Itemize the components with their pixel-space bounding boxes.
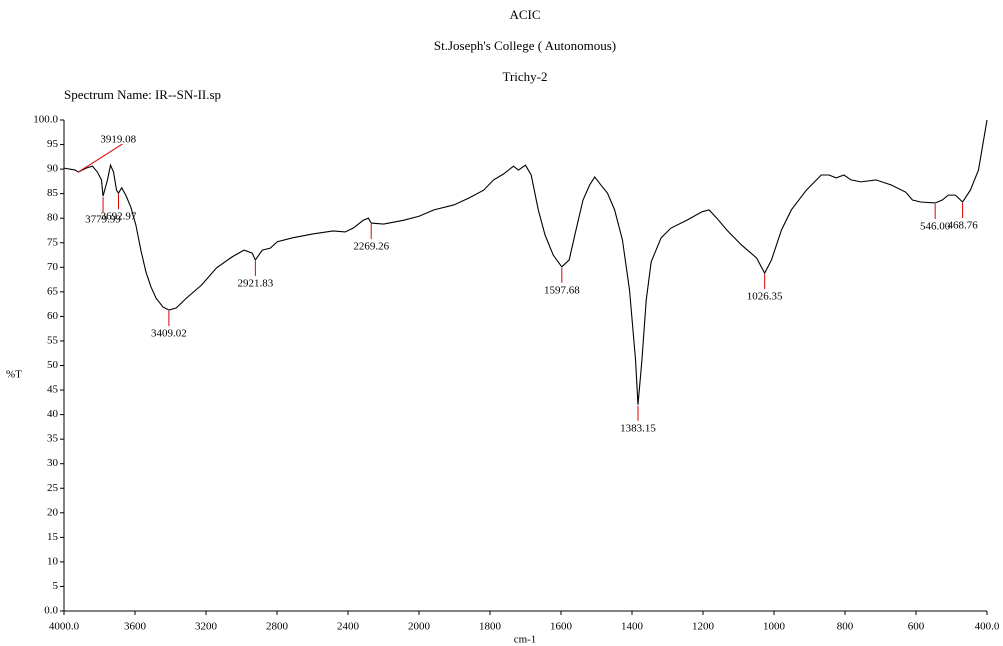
x-tick-label: 600 [908,621,925,633]
y-tick-label: 85 [47,187,59,199]
x-tick-label: 1400 [621,621,644,633]
y-tick-label: 90 [47,163,59,175]
x-tick-label: 3200 [195,621,218,633]
y-tick-label: 10 [47,555,59,567]
peak-label: 2269.26 [353,241,389,253]
x-tick-label: 4000.0 [49,621,80,633]
chart-subtitle: St.Joseph's College ( Autonomous) [434,38,616,53]
x-tick-label: 2000 [408,621,431,633]
y-tick-label: 20 [47,506,59,518]
peak-label: 3692.97 [101,211,137,223]
y-tick-label: 55 [47,334,59,346]
y-tick-label: 50 [47,359,59,371]
y-tick-label: 95 [47,138,59,150]
chart-title: ACIC [509,7,540,22]
y-tick-label: 40 [47,408,59,420]
x-tick-label: 400.0 [975,621,1000,633]
y-tick-label: 0.0 [44,605,58,617]
spectrum-line [63,119,988,405]
peak-label: 2921.83 [238,277,274,289]
y-tick-label: 100.0 [33,114,58,126]
peak-label: 1597.68 [544,284,580,296]
x-tick-label: 1800 [479,621,502,633]
peak-label: 546.00 [920,221,951,233]
x-tick-label: 800 [837,621,854,633]
peak-label: 3779.99 [85,214,121,226]
y-tick-label: 5 [53,580,59,592]
y-tick-label: 60 [47,310,59,322]
peak-label: 3409.02 [151,328,187,340]
x-tick-label: 1200 [692,621,715,633]
y-tick-label: 25 [47,482,59,494]
y-tick-label: 75 [47,236,59,248]
x-tick-label: 1600 [550,621,573,633]
x-tick-label: 1000 [763,621,786,633]
y-tick-label: 35 [47,433,59,445]
peak-label: 1026.35 [747,291,783,303]
chart-subtitle: Trichy-2 [502,69,547,84]
x-tick-label: 3600 [124,621,147,633]
x-axis-label: cm-1 [514,634,537,646]
y-tick-label: 70 [47,261,59,273]
x-tick-label: 2400 [337,621,360,633]
x-tick-label: 2800 [266,621,289,633]
y-tick-label: 65 [47,285,59,297]
spectrum-name: Spectrum Name: IR--SN-II.sp [64,87,221,102]
y-tick-label: 45 [47,384,59,396]
y-tick-label: 30 [47,457,59,469]
peak-label: 468.76 [947,220,978,232]
y-tick-label: 15 [47,531,59,543]
y-tick-label: 80 [47,212,59,224]
peak-marker [78,143,123,173]
peak-label: 3919.08 [100,134,136,146]
peak-label: 1383.15 [620,422,656,434]
y-axis-label: %T [6,369,22,381]
